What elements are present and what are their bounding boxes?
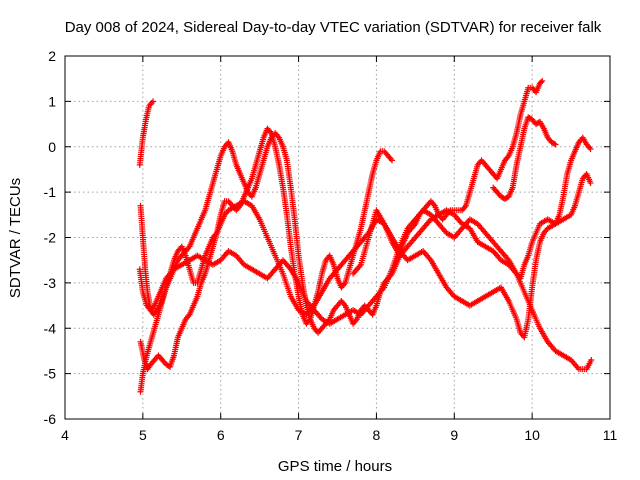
y-axis-label: SDTVAR / TECUs xyxy=(7,178,24,298)
plot-frame xyxy=(64,55,611,420)
y-tick-label: 1 xyxy=(48,93,56,109)
data-point xyxy=(389,157,395,164)
x-tick-label: 7 xyxy=(295,427,303,443)
y-tick-label: -1 xyxy=(44,184,57,200)
x-tick-label: 8 xyxy=(373,427,381,443)
data-point xyxy=(587,180,594,187)
data-point xyxy=(551,140,558,147)
y-tick-label: -6 xyxy=(44,411,57,427)
series-sat-d xyxy=(136,207,595,373)
data-point xyxy=(539,77,546,84)
y-tick-label: 0 xyxy=(48,139,56,155)
data-point xyxy=(538,79,545,86)
data-point xyxy=(552,141,559,148)
y-tick-label: 2 xyxy=(48,48,56,64)
y-tick-label: -2 xyxy=(44,230,57,246)
series-sat-g xyxy=(490,114,559,202)
series-sat-a xyxy=(136,98,156,168)
chart-title: Day 008 of 2024, Sidereal Day-to-day VTE… xyxy=(65,19,602,36)
y-tick-label: -5 xyxy=(44,366,57,382)
data-point xyxy=(149,98,156,105)
x-tick-label: 5 xyxy=(139,427,147,443)
x-tick-label: 6 xyxy=(217,427,225,443)
series-sat-f xyxy=(350,134,594,282)
y-tick-label: -3 xyxy=(44,275,57,291)
x-tick-label: 9 xyxy=(450,427,458,443)
data-points xyxy=(136,77,595,395)
series-sat-e xyxy=(137,170,594,395)
ticks: 4 5 6 7 8 9 10 11 -6 -5 -4 -3 -2 -1 0 1 2 xyxy=(44,48,618,443)
x-tick-label: 4 xyxy=(61,427,69,443)
x-tick-label: 10 xyxy=(524,427,540,443)
data-point xyxy=(588,357,595,364)
y-tick-label: -4 xyxy=(44,320,57,336)
x-tick-label: 11 xyxy=(603,427,618,443)
data-point xyxy=(587,146,594,153)
x-axis-label: GPS time / hours xyxy=(278,458,392,475)
